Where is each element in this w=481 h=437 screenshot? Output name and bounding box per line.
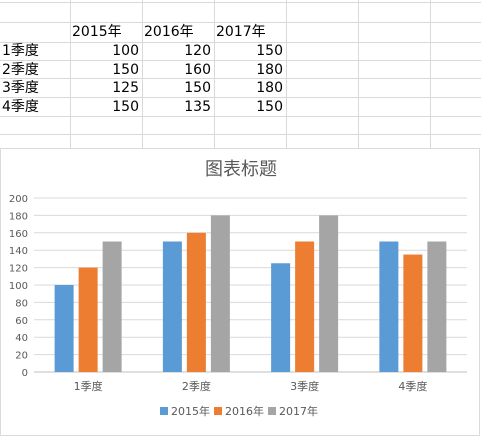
y-tick-label: 20 xyxy=(15,351,28,362)
y-tick-label: 0 xyxy=(22,368,28,379)
bar-2016年-4季度 xyxy=(403,254,423,372)
y-tick-label: 100 xyxy=(9,281,28,292)
value-cell[interactable]: 135 xyxy=(184,99,211,115)
row-border xyxy=(0,22,481,23)
row-border xyxy=(0,60,481,61)
bar-2015年-4季度 xyxy=(379,241,399,372)
chart-plot: 0 20 40 60 80 100 120 140 160 180 200 1季度 2季度 3季度 4季度 2… xyxy=(9,194,467,418)
value-cell[interactable]: 150 xyxy=(112,62,139,78)
bar-2015年-3季度 xyxy=(271,263,291,372)
header-cell-2015[interactable]: 2015年 xyxy=(72,24,122,40)
value-cell[interactable]: 150 xyxy=(256,99,283,115)
header-cell-2016[interactable]: 2016年 xyxy=(144,24,194,40)
x-tick-label: 2季度 xyxy=(182,379,211,393)
bar-2017年-1季度 xyxy=(102,241,122,372)
bar-2016年-3季度 xyxy=(295,241,315,372)
row-border xyxy=(0,97,481,98)
value-cell[interactable]: 100 xyxy=(112,43,139,59)
legend-label: 2015年 xyxy=(171,404,210,418)
row-label-cell[interactable]: 2季度 xyxy=(2,62,39,78)
row-label-cell[interactable]: 3季度 xyxy=(2,80,39,96)
legend-swatch xyxy=(160,407,168,415)
value-cell[interactable]: 180 xyxy=(256,62,283,78)
row-label-cell[interactable]: 1季度 xyxy=(2,43,39,59)
x-tick-label: 1季度 xyxy=(74,379,103,393)
value-cell[interactable]: 160 xyxy=(184,62,211,78)
bar-2016年-1季度 xyxy=(78,267,98,372)
row-border xyxy=(0,42,481,43)
value-cell[interactable]: 150 xyxy=(184,80,211,96)
bar-2017年-4季度 xyxy=(427,241,447,372)
row-label-cell[interactable]: 4季度 xyxy=(2,99,39,115)
y-tick-label: 180 xyxy=(9,211,28,222)
bar-2017年-3季度 xyxy=(319,215,339,372)
legend-label: 2016年 xyxy=(225,404,264,418)
header-cell-2017[interactable]: 2017年 xyxy=(216,24,266,40)
bar-2017年-2季度 xyxy=(210,215,230,372)
y-tick-label: 120 xyxy=(9,264,28,275)
legend-label: 2017年 xyxy=(279,404,318,418)
row-border xyxy=(0,134,481,135)
chart-title[interactable]: 图表标题 xyxy=(205,159,277,180)
bar-chart[interactable]: 图表标题 0 20 40 60 80 100 120 140 160 180 200 1季度 2季度 3季… xyxy=(0,148,480,436)
value-cell[interactable]: 180 xyxy=(256,80,283,96)
y-tick-label: 160 xyxy=(9,229,28,240)
bar-2016年-2季度 xyxy=(186,232,206,372)
y-tick-label: 140 xyxy=(9,246,28,257)
y-tick-label: 200 xyxy=(9,194,28,205)
y-tick-label: 40 xyxy=(15,333,28,344)
y-tick-label: 80 xyxy=(15,298,28,309)
row-border xyxy=(0,78,481,79)
legend-swatch xyxy=(214,407,222,415)
value-cell[interactable]: 150 xyxy=(256,43,283,59)
bar-2015年-1季度 xyxy=(54,285,74,372)
row-border xyxy=(0,2,481,3)
value-cell[interactable]: 150 xyxy=(112,99,139,115)
y-tick-label: 60 xyxy=(15,316,28,327)
x-tick-label: 3季度 xyxy=(290,379,319,393)
x-tick-label: 4季度 xyxy=(398,379,427,393)
legend-swatch xyxy=(268,407,276,415)
row-border xyxy=(0,116,481,117)
bar-2015年-2季度 xyxy=(162,241,182,372)
value-cell[interactable]: 125 xyxy=(112,80,139,96)
value-cell[interactable]: 120 xyxy=(184,43,211,59)
